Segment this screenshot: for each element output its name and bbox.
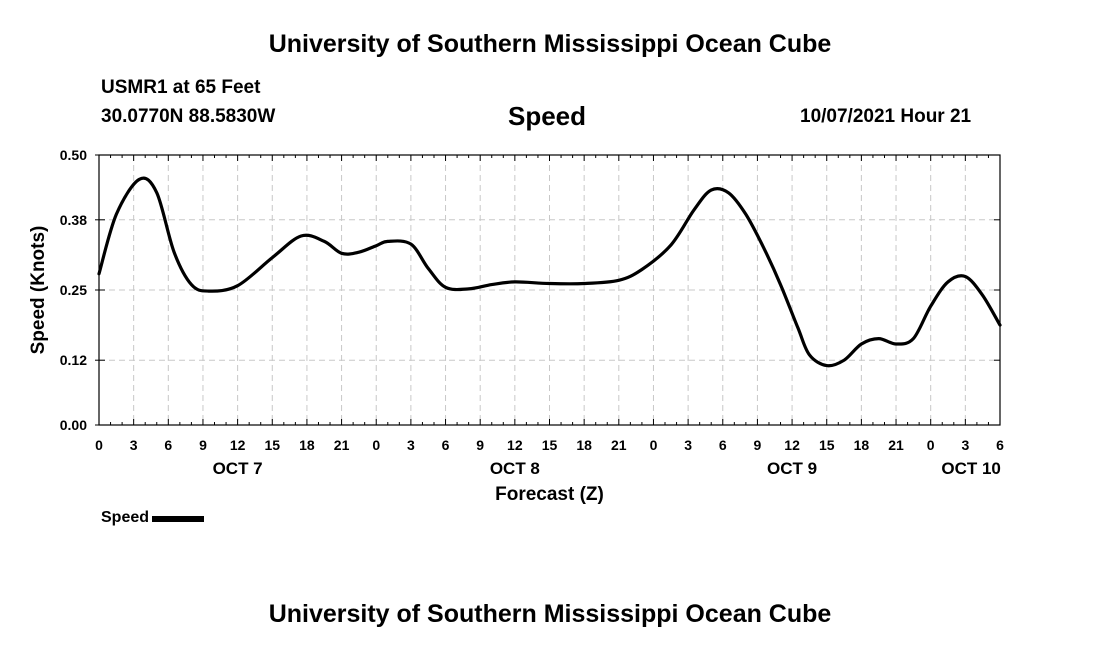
x-tick-label: 6 <box>719 437 727 453</box>
chart-title-top: University of Southern Mississippi Ocean… <box>268 30 832 58</box>
x-tick-label: 21 <box>888 437 904 453</box>
chart-title-bottom: University of Southern Mississippi Ocean… <box>268 600 832 628</box>
x-tick-label: 0 <box>95 437 103 453</box>
coordinates-label: 30.0770N 88.5830W <box>101 106 276 127</box>
x-tick-label: 15 <box>264 437 280 453</box>
x-tick-label: 9 <box>476 437 484 453</box>
x-tick-label: 18 <box>299 437 315 453</box>
date-label: OCT 7 <box>213 459 263 478</box>
x-tick-label: 6 <box>442 437 450 453</box>
grid-lines <box>99 155 1000 425</box>
series-layer <box>97 176 1002 368</box>
x-tick-label: 21 <box>611 437 627 453</box>
variable-heading: Speed <box>508 101 587 131</box>
x-tick-label: 0 <box>372 437 380 453</box>
date-label: OCT 10 <box>941 459 1001 478</box>
x-tick-label: 3 <box>130 437 138 453</box>
x-tick-label: 12 <box>230 437 246 453</box>
axes <box>95 154 1001 426</box>
x-tick-label: 9 <box>754 437 762 453</box>
x-tick-label: 0 <box>650 437 658 453</box>
legend: Speed <box>101 509 205 527</box>
axis-labels: 0 3 6 9 12 15 18 21 0 3 6 9 12 15 18 21 0 3 6 9 12 15 18 21 0 3 6 0… <box>28 147 1004 505</box>
date-label: OCT 8 <box>490 459 540 478</box>
x-tick-label: 18 <box>576 437 592 453</box>
x-tick-label: 18 <box>854 437 870 453</box>
x-tick-label: 3 <box>407 437 415 453</box>
y-tick-label: 0.50 <box>60 147 87 163</box>
date-label: OCT 9 <box>767 459 817 478</box>
x-tick-label: 6 <box>164 437 172 453</box>
x-tick-label: 3 <box>684 437 692 453</box>
station-label: USMR1 at 65 Feet <box>101 77 261 98</box>
y-tick-label: 0.12 <box>60 352 87 368</box>
timestamp-label: 10/07/2021 Hour 21 <box>800 106 972 127</box>
y-axis-title: Speed (Knots) <box>28 226 49 355</box>
x-tick-label: 0 <box>927 437 935 453</box>
x-tick-label: 15 <box>819 437 835 453</box>
speed-series-line <box>97 176 1002 368</box>
y-tick-label: 0.38 <box>60 212 87 228</box>
y-tick-label: 0.25 <box>60 282 87 298</box>
legend-line-swatch <box>152 516 205 522</box>
x-tick-label: 15 <box>542 437 558 453</box>
x-tick-label: 6 <box>996 437 1004 453</box>
x-tick-label: 9 <box>199 437 207 453</box>
x-tick-label: 3 <box>961 437 969 453</box>
x-tick-label: 12 <box>507 437 523 453</box>
x-tick-label: 21 <box>334 437 350 453</box>
legend-label: Speed <box>101 509 150 526</box>
x-tick-label: 12 <box>784 437 800 453</box>
x-axis-title: Forecast (Z) <box>495 484 604 505</box>
y-tick-label: 0.00 <box>60 417 87 433</box>
